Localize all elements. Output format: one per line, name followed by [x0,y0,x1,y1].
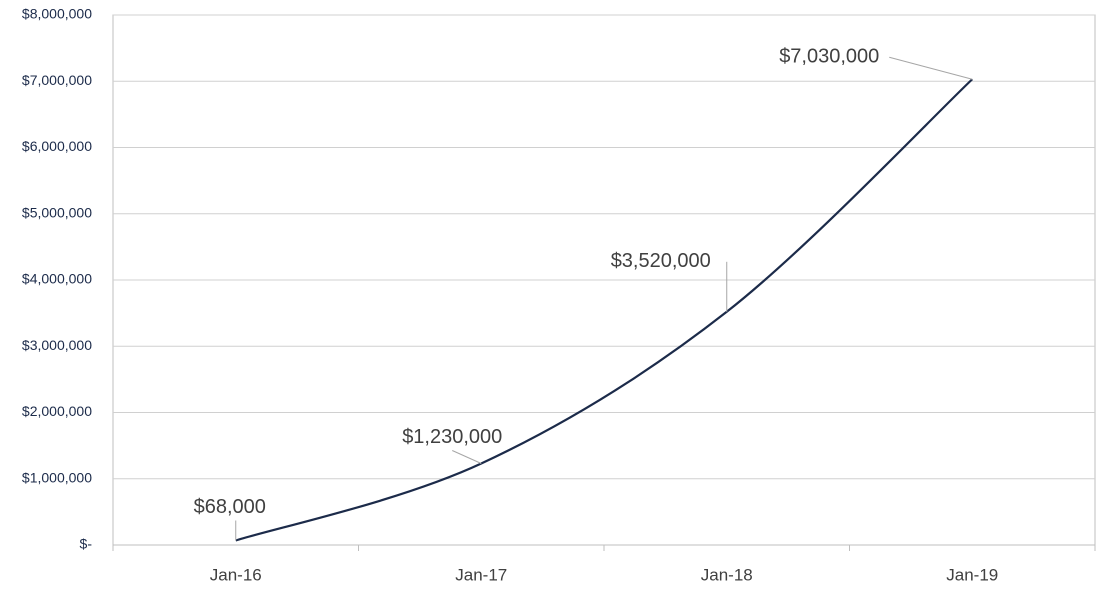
data-label: $68,000 [194,496,266,518]
x-tick-label: Jan-18 [701,565,753,584]
y-tick-label: $5,000,000 [22,204,92,220]
y-tick-label: $4,000,000 [22,271,92,287]
data-label: $3,520,000 [611,250,711,272]
y-tick-label: $1,000,000 [22,469,92,485]
line-series [235,78,974,542]
data-label: $1,230,000 [402,426,502,448]
y-tick-label: $- [80,536,93,552]
y-tick-label: $2,000,000 [22,403,92,419]
y-tick-label: $8,000,000 [22,6,92,22]
x-tick-label: Jan-19 [946,565,998,584]
data-label: $7,030,000 [779,46,879,68]
x-tick-label: Jan-17 [455,565,507,584]
y-tick-label: $3,000,000 [22,337,92,353]
leader-line [889,56,973,80]
x-tick-label: Jan-16 [210,565,262,584]
y-tick-label: $6,000,000 [22,138,92,154]
y-tick-label: $7,000,000 [22,72,92,88]
leader-line [452,450,482,464]
